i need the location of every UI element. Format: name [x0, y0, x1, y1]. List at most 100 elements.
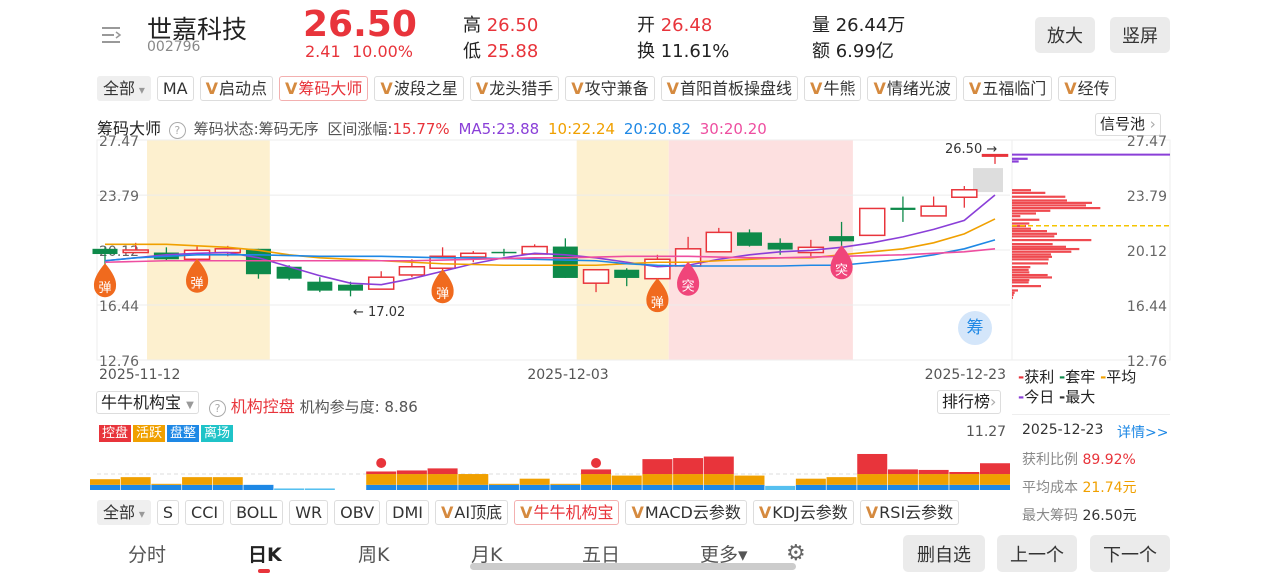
histogram-segment [887, 484, 918, 490]
ma5-value: MA5:23.88 [458, 120, 540, 138]
histogram-segment [488, 484, 519, 490]
sub-indicator-tab[interactable]: BOLL [230, 500, 284, 525]
chip-bar [1012, 195, 1066, 198]
menu-icon[interactable] [100, 24, 124, 46]
horizontal-scrollbar[interactable] [470, 563, 796, 570]
volume-label: 量 [812, 15, 830, 36]
ranking-button[interactable]: 排行榜› [937, 390, 1002, 414]
legend-max: -最大 [1059, 388, 1096, 406]
histogram-segment [826, 477, 857, 485]
ranking-label: 排行榜 [942, 392, 991, 411]
indicator-tab[interactable]: V五福临门 [962, 76, 1053, 101]
histogram-segment [120, 477, 151, 485]
previous-stock-button[interactable]: 上一个 [997, 535, 1077, 572]
chip-bar [1012, 245, 1066, 248]
high-label: 高 [463, 15, 481, 36]
institution-tags: 控盘 活跃 盘整 离场 [99, 422, 235, 442]
sub-indicator-tab[interactable]: WR [289, 500, 329, 525]
chip-bar [1012, 250, 1072, 253]
indicator-tab[interactable]: V经传 [1058, 76, 1116, 101]
sub-indicator-tab[interactable]: VKDJ云参数 [752, 500, 854, 525]
chip-bar [1012, 238, 1092, 242]
marker-label: 弹 [651, 296, 664, 311]
chip-master-info: 筹码大师 ? 筹码状态:筹码无序 区间涨幅:15.77% MA5:23.88 1… [97, 115, 767, 139]
help-icon[interactable]: ? [168, 122, 186, 139]
avg-cost: 平均成本 21.74元 [1022, 480, 1137, 496]
period-tab[interactable]: 分时 [128, 544, 167, 566]
period-tab[interactable]: 月K [471, 544, 503, 566]
period-tab[interactable]: 日K [248, 544, 282, 566]
sub-indicator-tab[interactable]: CCI [185, 500, 225, 525]
chip-bar [1012, 227, 1031, 230]
remove-watchlist-button[interactable]: 删自选 [903, 535, 985, 572]
histogram-segment [918, 474, 949, 485]
y-tick-label-right: 23.79 [1127, 189, 1167, 205]
chip-bar [1012, 247, 1080, 251]
y-tick-label: 16.44 [99, 299, 139, 315]
drop-marker-icon [646, 278, 669, 313]
chip-bar [1012, 268, 1029, 271]
zoom-button[interactable]: 放大 [1035, 17, 1095, 53]
tab-label: 全部 [103, 79, 136, 98]
today-chip-bar [1012, 157, 1028, 160]
period-tab[interactable]: 五日 [582, 544, 621, 566]
turnover-value: 11.61% [660, 41, 730, 62]
sub-indicator-tab[interactable]: VRSI云参数 [859, 500, 960, 525]
sub-indicator-tab[interactable]: VAI顶底 [435, 500, 509, 525]
fire-icon [591, 458, 602, 468]
indicator-select[interactable]: 牛牛机构宝 ▼ [96, 391, 199, 414]
price-change-pct: 10.00% [352, 42, 414, 61]
histogram-segment [519, 484, 550, 490]
histogram-max-label: 11.27 [966, 424, 1007, 440]
indicator-tab[interactable]: V筹码大师 [279, 76, 369, 101]
chip-bar [1012, 230, 1047, 233]
indicator-tab[interactable]: V攻守兼备 [565, 76, 655, 101]
chip-detail-link[interactable]: 详情>> [1117, 425, 1169, 441]
sub-indicator-tab[interactable]: V牛牛机构宝 [514, 500, 620, 525]
sub-indicator-tab[interactable]: OBV [334, 500, 381, 525]
indicator-tab[interactable]: 全部 ▾ [97, 76, 151, 101]
indicator-tab[interactable]: V首阳首板操盘线 [660, 76, 799, 101]
vip-v-icon: V [810, 79, 823, 98]
histogram-segment [396, 474, 427, 485]
indicator-tab[interactable]: V启动点 [199, 76, 274, 101]
histogram-segment [642, 474, 673, 485]
amount-value: 6.99亿 [835, 41, 894, 62]
y-tick-label-right: 16.44 [1127, 299, 1167, 315]
portrait-button[interactable]: 竖屏 [1110, 17, 1170, 53]
low-stat: 低 25.88 [463, 37, 538, 63]
chip-toggle-button[interactable]: 筹 [958, 311, 992, 345]
range-value: 15.77% [392, 120, 450, 138]
indicator-tab[interactable]: V波段之星 [374, 76, 464, 101]
chevron-right-icon: › [1149, 115, 1156, 133]
sub-indicator-tab[interactable]: DMI [386, 500, 430, 525]
signal-pool-button[interactable]: 信号池 › [1095, 113, 1161, 136]
chip-bar [1012, 279, 1030, 282]
indicator-tab[interactable]: MA [156, 76, 194, 101]
settings-gear-icon[interactable]: ⚙ [786, 541, 806, 566]
chip-bar [1012, 253, 1051, 256]
period-tab[interactable]: 更多▾ [700, 544, 748, 566]
sub-indicator-tab[interactable]: 全部 ▾ [97, 500, 151, 525]
candle-body [398, 265, 426, 276]
last-price-annotation: 26.50 → [945, 142, 997, 157]
y-tick-label-right: 27.47 [1127, 134, 1167, 150]
vip-v-icon: V [441, 503, 454, 522]
x-tick-label: 2025-12-23 [925, 367, 1006, 383]
amount-stat: 额 6.99亿 [812, 37, 894, 63]
sub-indicator-tab[interactable]: S [156, 500, 180, 525]
next-stock-button[interactable]: 下一个 [1090, 535, 1170, 572]
indicator-tab[interactable]: V牛熊 [804, 76, 862, 101]
indicator-tab[interactable]: V情绪光波 [867, 76, 957, 101]
help-icon[interactable]: ? [209, 400, 226, 417]
turnover-label: 换 [637, 41, 655, 62]
period-tab[interactable]: 周K [358, 544, 390, 566]
sub-indicator-tab[interactable]: VMACD云参数 [625, 500, 747, 525]
ma20-value: 20:20.82 [623, 120, 691, 138]
indicator-tab[interactable]: V龙头猎手 [469, 76, 560, 101]
tab-label: DMI [392, 503, 424, 522]
tab-label: 首阳首板操盘线 [680, 79, 793, 98]
signal-marker: 弹 [646, 278, 669, 313]
histogram-segment [673, 458, 704, 475]
